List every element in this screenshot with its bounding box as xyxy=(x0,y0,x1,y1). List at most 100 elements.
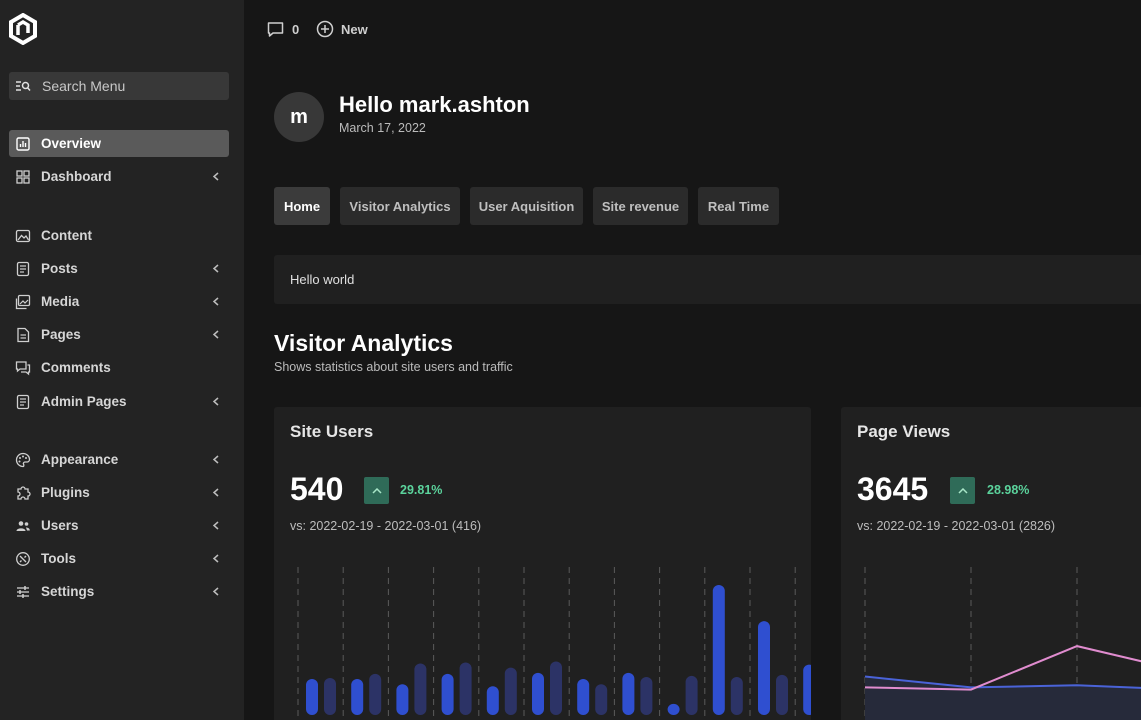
hello-box: Hello world xyxy=(274,255,1141,304)
search-menu-label: Search Menu xyxy=(42,78,126,94)
chart-bar xyxy=(640,676,653,715)
chevron-left-icon[interactable] xyxy=(212,172,220,181)
chevron-left-icon[interactable] xyxy=(212,264,220,273)
sidebar-item-plugins[interactable]: Plugins xyxy=(9,479,229,506)
trend-percent: 28.98% xyxy=(987,483,1030,497)
tab-visitor-analytics[interactable]: Visitor Analytics xyxy=(340,187,460,225)
chart-bar xyxy=(414,663,427,715)
comments-icon xyxy=(15,360,31,376)
document-icon xyxy=(15,261,31,277)
avatar[interactable]: m xyxy=(274,92,324,142)
plus-circle-icon xyxy=(316,20,334,38)
chart-bar xyxy=(776,674,788,715)
sidebar: Search Menu Overview Dashboard Content Post… xyxy=(0,0,244,720)
card-title: Site Users xyxy=(290,422,374,441)
image-icon xyxy=(15,228,31,244)
tab-site-revenue[interactable]: Site revenue xyxy=(593,187,688,225)
chart-bar xyxy=(550,661,562,715)
logo-icon[interactable] xyxy=(8,13,38,45)
comments-count: 0 xyxy=(292,22,300,37)
search-menu[interactable]: Search Menu xyxy=(9,72,229,100)
comparison-text: vs: 2022-02-19 - 2022-03-01 (416) xyxy=(290,519,482,533)
chart-bar xyxy=(459,662,472,715)
chart-bar xyxy=(486,686,499,715)
chevron-left-icon[interactable] xyxy=(212,488,220,497)
puzzle-icon xyxy=(15,485,31,501)
chart-bar xyxy=(324,678,336,715)
sidebar-item-content[interactable]: Content xyxy=(9,222,229,249)
sidebar-item-appearance[interactable]: Appearance xyxy=(9,446,229,473)
media-icon xyxy=(15,294,31,310)
document-icon xyxy=(15,394,31,410)
sidebar-item-label: Dashboard xyxy=(41,169,112,184)
chevron-left-icon[interactable] xyxy=(212,587,220,596)
sliders-icon xyxy=(15,584,31,600)
sidebar-item-overview[interactable]: Overview xyxy=(9,130,229,157)
new-label: New xyxy=(341,21,368,37)
sidebar-item-label: Users xyxy=(41,518,79,533)
chart-area xyxy=(865,676,1141,720)
page-views-chart xyxy=(864,567,1141,720)
trend-up-icon xyxy=(364,477,389,504)
chart-bar xyxy=(712,585,725,715)
comparison-text: vs: 2022-02-19 - 2022-03-01 (2826) xyxy=(857,519,1056,533)
chart-bar xyxy=(758,621,770,715)
sidebar-item-label: Pages xyxy=(41,327,81,342)
chart-bar xyxy=(622,672,635,715)
page-icon xyxy=(15,327,31,343)
comment-icon xyxy=(267,22,284,37)
page-views-card: Page Views 3645 28.98% vs: 2022-02-19 - … xyxy=(841,407,1141,720)
chart-bar xyxy=(306,679,318,715)
chart-bar xyxy=(441,673,454,715)
sidebar-item-posts[interactable]: Posts xyxy=(9,255,229,282)
chevron-left-icon[interactable] xyxy=(212,455,220,464)
comments-button[interactable]: 0 xyxy=(266,20,299,39)
chart-bar xyxy=(532,672,544,715)
chart-line xyxy=(864,675,1141,689)
chart-bar xyxy=(730,676,743,715)
chevron-left-icon[interactable] xyxy=(212,297,220,306)
tab-user-aquisition[interactable]: User Aquisition xyxy=(470,187,583,225)
chart-bar xyxy=(577,679,590,715)
greeting: Hello mark.ashton xyxy=(339,92,530,117)
sidebar-item-settings[interactable]: Settings xyxy=(9,578,229,605)
grid-icon xyxy=(15,169,31,185)
chart-icon xyxy=(15,136,31,152)
chevron-left-icon[interactable] xyxy=(212,521,220,530)
tab-home[interactable]: Home xyxy=(274,187,330,225)
chart-bar xyxy=(595,684,608,715)
search-icon xyxy=(16,81,31,91)
users-icon xyxy=(15,518,31,534)
sidebar-item-label: Media xyxy=(41,294,80,309)
sidebar-item-label: Admin Pages xyxy=(41,394,127,409)
sidebar-item-dashboard[interactable]: Dashboard xyxy=(9,163,229,190)
sidebar-item-pages[interactable]: Pages xyxy=(9,321,229,348)
sidebar-item-tools[interactable]: Tools xyxy=(9,545,229,572)
chart-bar xyxy=(667,703,680,715)
site-users-chart xyxy=(297,567,811,719)
chevron-left-icon[interactable] xyxy=(212,554,220,563)
sidebar-item-media[interactable]: Media xyxy=(9,288,229,315)
tab-real-time[interactable]: Real Time xyxy=(698,187,779,225)
sidebar-item-admin-pages[interactable]: Admin Pages xyxy=(9,388,229,415)
sidebar-item-label: Plugins xyxy=(41,485,90,500)
chart-bar xyxy=(504,667,517,715)
card-value: 3645 xyxy=(857,471,929,507)
sidebar-item-label: Overview xyxy=(41,136,102,151)
tools-icon xyxy=(15,551,31,567)
chart-bar xyxy=(351,679,364,715)
trend-up-icon xyxy=(950,477,975,504)
sidebar-item-label: Settings xyxy=(41,584,95,599)
current-date: March 17, 2022 xyxy=(339,121,426,135)
chart-line xyxy=(864,645,1141,691)
section-subtitle: Shows statistics about site users and tr… xyxy=(274,360,513,374)
new-button[interactable]: New xyxy=(316,20,368,38)
sidebar-item-label: Comments xyxy=(41,360,111,375)
sidebar-item-comments[interactable]: Comments xyxy=(9,354,229,381)
chevron-left-icon[interactable] xyxy=(212,397,220,406)
sidebar-item-label: Content xyxy=(41,228,92,243)
chart-bar xyxy=(803,664,811,715)
chevron-left-icon[interactable] xyxy=(212,330,220,339)
sidebar-item-users[interactable]: Users xyxy=(9,512,229,539)
sidebar-item-label: Posts xyxy=(41,261,78,276)
